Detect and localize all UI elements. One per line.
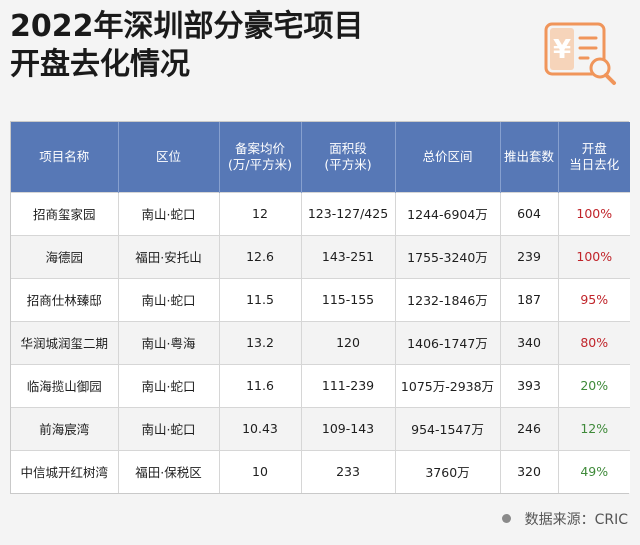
cell-total-price: 3760万 bbox=[395, 449, 501, 493]
cell-units: 187 bbox=[500, 277, 559, 321]
header-project-name: 项目名称 bbox=[11, 122, 119, 192]
cell-avg-price: 12 bbox=[219, 191, 302, 235]
cell-total-price: 1232-1846万 bbox=[395, 277, 501, 321]
title-line-2: 开盘去化情况 bbox=[10, 47, 190, 82]
cell-total-price: 954-1547万 bbox=[395, 406, 501, 450]
yen-receipt-search-icon: ¥ bbox=[544, 22, 616, 85]
cell-units: 604 bbox=[500, 191, 559, 235]
table-header-row: 项目名称 区位 备案均价 (万/平方米) 面积段 (平方米) 总价区间 推出套数… bbox=[11, 122, 630, 192]
cell-sellout: 100% bbox=[558, 191, 630, 235]
bullet-dot-icon bbox=[501, 514, 511, 523]
yen-glyph: ¥ bbox=[553, 35, 571, 65]
table-row: 临海揽山御园 南山·蛇口 11.6 111-239 1075万-2938万 39… bbox=[11, 363, 630, 407]
cell-total-price: 1406-1747万 bbox=[395, 320, 501, 364]
cell-area: 111-239 bbox=[301, 363, 396, 407]
cell-total-price: 1755-3240万 bbox=[395, 234, 501, 278]
cell-sellout: 100% bbox=[558, 234, 630, 278]
table-row: 中信城开红树湾 福田·保税区 10 233 3760万 320 49% bbox=[11, 449, 630, 493]
cell-avg-price: 11.6 bbox=[219, 363, 302, 407]
cell-project-name: 招商玺家园 bbox=[11, 191, 119, 235]
cell-project-name: 临海揽山御园 bbox=[11, 363, 119, 407]
cell-area: 115-155 bbox=[301, 277, 396, 321]
cell-area: 143-251 bbox=[301, 234, 396, 278]
cell-project-name: 招商仕林臻邸 bbox=[11, 277, 119, 321]
cell-sellout: 20% bbox=[558, 363, 630, 407]
cell-project-name: 海德园 bbox=[11, 234, 119, 278]
table-row: 华润城润玺二期 南山·粤海 13.2 120 1406-1747万 340 80… bbox=[11, 320, 630, 364]
cell-sellout: 80% bbox=[558, 320, 630, 364]
luxury-project-table: 项目名称 区位 备案均价 (万/平方米) 面积段 (平方米) 总价区间 推出套数… bbox=[10, 121, 630, 494]
cell-location: 南山·蛇口 bbox=[118, 191, 220, 235]
cell-location: 南山·粤海 bbox=[118, 320, 220, 364]
cell-area: 123-127/425 bbox=[301, 191, 396, 235]
cell-location: 南山·蛇口 bbox=[118, 406, 220, 450]
table-row: 海德园 福田·安托山 12.6 143-251 1755-3240万 239 1… bbox=[11, 234, 630, 278]
page-title: 2022年深圳部分豪宅项目 开盘去化情况 bbox=[10, 8, 364, 84]
cell-avg-price: 13.2 bbox=[219, 320, 302, 364]
table-row: 前海宸湾 南山·蛇口 10.43 109-143 954-1547万 246 1… bbox=[11, 406, 630, 450]
cell-avg-price: 10.43 bbox=[219, 406, 302, 450]
cell-units: 239 bbox=[500, 234, 559, 278]
cell-sellout: 49% bbox=[558, 449, 630, 493]
cell-total-price: 1075万-2938万 bbox=[395, 363, 501, 407]
cell-sellout: 95% bbox=[558, 277, 630, 321]
cell-project-name: 中信城开红树湾 bbox=[11, 449, 119, 493]
title-line-1: 2022年深圳部分豪宅项目 bbox=[10, 9, 364, 44]
cell-location: 南山·蛇口 bbox=[118, 363, 220, 407]
cell-project-name: 前海宸湾 bbox=[11, 406, 119, 450]
cell-avg-price: 12.6 bbox=[219, 234, 302, 278]
data-source: 数据来源：CRIC bbox=[501, 509, 628, 529]
cell-location: 南山·蛇口 bbox=[118, 277, 220, 321]
cell-avg-price: 11.5 bbox=[219, 277, 302, 321]
cell-location: 福田·安托山 bbox=[118, 234, 220, 278]
cell-units: 320 bbox=[500, 449, 559, 493]
cell-project-name: 华润城润玺二期 bbox=[11, 320, 119, 364]
cell-area: 120 bbox=[301, 320, 396, 364]
cell-units: 246 bbox=[500, 406, 559, 450]
header-avg-price: 备案均价 (万/平方米) bbox=[219, 122, 302, 192]
cell-area: 233 bbox=[301, 449, 396, 493]
header-units: 推出套数 bbox=[500, 122, 559, 192]
cell-sellout: 12% bbox=[558, 406, 630, 450]
cell-location: 福田·保税区 bbox=[118, 449, 220, 493]
table-row: 招商玺家园 南山·蛇口 12 123-127/425 1244-6904万 60… bbox=[11, 191, 630, 235]
cell-area: 109-143 bbox=[301, 406, 396, 450]
cell-units: 393 bbox=[500, 363, 559, 407]
data-source-text: 数据来源：CRIC bbox=[524, 512, 628, 528]
cell-total-price: 1244-6904万 bbox=[395, 191, 501, 235]
cell-units: 340 bbox=[500, 320, 559, 364]
header-location: 区位 bbox=[118, 122, 220, 192]
header-sellout: 开盘 当日去化 bbox=[558, 122, 630, 192]
cell-avg-price: 10 bbox=[219, 449, 302, 493]
header-area: 面积段 (平方米) bbox=[301, 122, 396, 192]
table-row: 招商仕林臻邸 南山·蛇口 11.5 115-155 1232-1846万 187… bbox=[11, 277, 630, 321]
header-total-price: 总价区间 bbox=[395, 122, 501, 192]
